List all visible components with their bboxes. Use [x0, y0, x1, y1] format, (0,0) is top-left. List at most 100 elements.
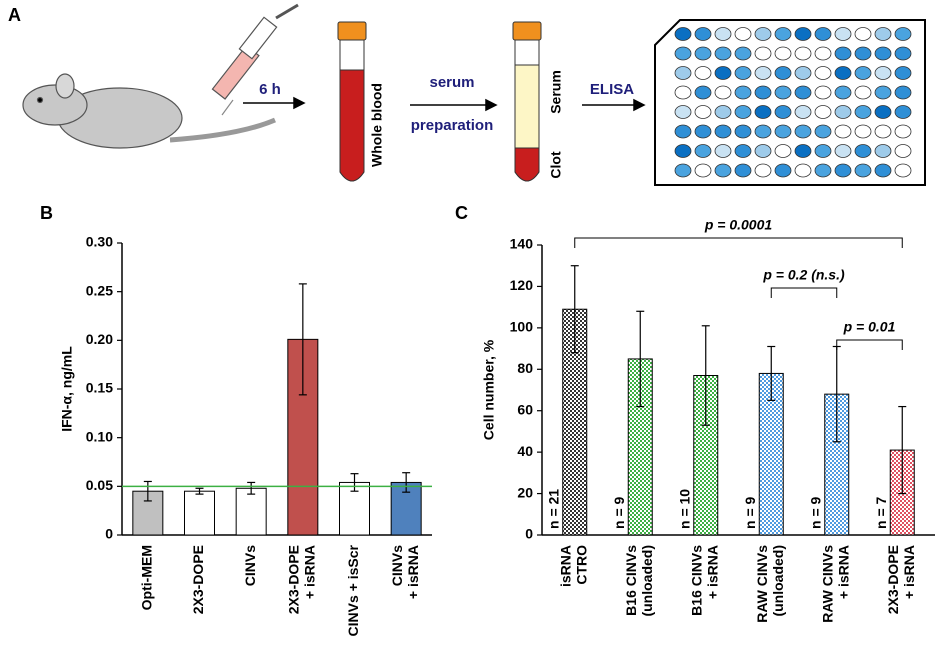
well — [714, 124, 732, 139]
well — [794, 27, 812, 41]
well — [714, 46, 732, 61]
x-tick-label: + isRNA — [835, 545, 851, 599]
well — [774, 144, 792, 158]
y-tick-label: 20 — [517, 484, 533, 500]
x-tick-label: (unloaded) — [639, 545, 655, 617]
well — [754, 46, 772, 61]
well — [854, 144, 872, 158]
y-tick-label: 0.15 — [86, 380, 113, 396]
x-tick-label: 2X3-DOPE — [885, 545, 901, 614]
well — [694, 163, 712, 178]
well — [794, 66, 812, 80]
well — [694, 124, 712, 139]
error-bar — [767, 345, 776, 401]
well — [834, 46, 852, 61]
well — [674, 124, 692, 139]
significance-bracket — [836, 339, 903, 350]
well — [694, 27, 712, 41]
y-tick-label: 100 — [510, 319, 534, 335]
well — [674, 66, 692, 80]
tube-label: Serum — [548, 70, 564, 114]
well — [854, 105, 872, 119]
well — [754, 27, 772, 41]
well — [794, 46, 812, 61]
well — [854, 163, 872, 178]
arrows — [243, 96, 646, 112]
panel-label: A — [8, 5, 21, 25]
well — [834, 85, 852, 100]
well — [734, 124, 752, 139]
n-label: n = 9 — [742, 496, 758, 529]
well — [714, 163, 732, 178]
step-label: serum — [429, 74, 474, 91]
error-bar — [195, 487, 204, 495]
well — [774, 27, 792, 41]
well — [874, 66, 892, 80]
n-label: n = 10 — [676, 489, 692, 529]
error-bar — [143, 480, 152, 502]
plate — [654, 19, 926, 186]
bar — [562, 308, 588, 536]
well — [854, 85, 872, 100]
x-tick-label: RAW CINVs — [819, 545, 835, 623]
well — [754, 124, 772, 139]
error-bar — [898, 405, 907, 495]
x-tick-label: CINVs + isScr — [345, 544, 361, 636]
well — [714, 144, 732, 158]
y-tick-label: 0 — [105, 526, 113, 542]
error-bar — [701, 325, 710, 426]
x-tick-label: + isRNA — [302, 545, 318, 599]
well — [674, 85, 692, 100]
x-tick-label: 2X3-DOPE — [286, 545, 302, 614]
well — [734, 105, 752, 119]
well — [834, 105, 852, 119]
well — [874, 124, 892, 139]
y-axis-label: IFN-α, ng/mL — [59, 346, 75, 432]
y-tick-label: 120 — [510, 277, 534, 293]
well — [714, 85, 732, 100]
well — [814, 163, 832, 178]
x-tick-label: + isRNA — [704, 545, 720, 599]
well — [694, 144, 712, 158]
well — [874, 46, 892, 61]
well — [874, 163, 892, 178]
well — [894, 105, 912, 119]
well — [734, 85, 752, 100]
well — [894, 85, 912, 100]
well — [894, 163, 912, 178]
significance-label: p = 0.0001 — [704, 217, 773, 233]
significance-label: p = 0.01 — [843, 319, 896, 335]
well — [754, 163, 772, 178]
y-axis-label: Cell number, % — [481, 339, 497, 440]
well — [794, 85, 812, 100]
y-tick-label: 0.25 — [86, 282, 113, 298]
well — [874, 85, 892, 100]
error-bar — [570, 265, 579, 354]
n-label: n = 21 — [545, 489, 561, 529]
tube-label: Whole blood — [369, 83, 385, 167]
panel-label: B — [40, 203, 53, 223]
well — [714, 27, 732, 41]
error-bar — [247, 481, 256, 495]
error-bar — [636, 310, 645, 408]
x-tick-label: 2X3-DOPE — [190, 545, 206, 614]
y-tick-label: 0.30 — [86, 234, 113, 250]
well — [814, 144, 832, 158]
well — [694, 66, 712, 80]
error-bar — [298, 283, 307, 396]
n-label: n = 9 — [611, 496, 627, 529]
well — [674, 27, 692, 41]
x-tick-label: isRNA — [557, 545, 573, 587]
well — [694, 85, 712, 100]
syringe — [211, 3, 299, 116]
well — [794, 144, 812, 158]
x-tick-label: CINVs — [389, 545, 405, 586]
error-bar — [350, 473, 359, 492]
well — [774, 66, 792, 80]
step-label: 6 h — [259, 81, 281, 98]
x-tick-label: CTRO — [573, 545, 589, 585]
well — [834, 27, 852, 41]
tube-label: Clot — [548, 151, 564, 179]
significance-label: p = 0.2 (n.s.) — [762, 267, 845, 283]
